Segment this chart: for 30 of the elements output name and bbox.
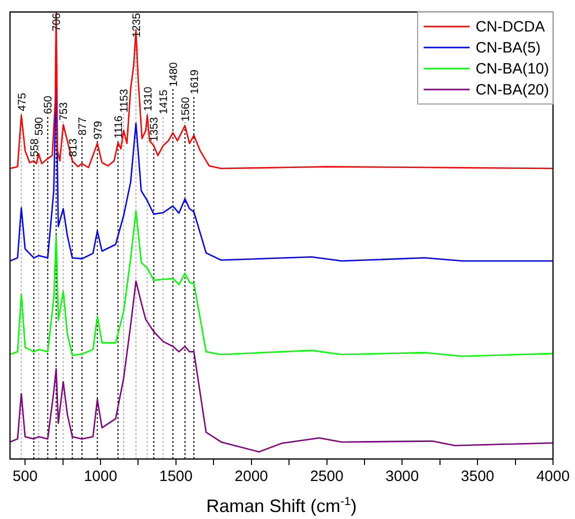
legend-label: CN-DCDA (476, 18, 545, 36)
ref-line-label: 1116 (112, 116, 125, 139)
x-tick-label: 3000 (385, 468, 419, 486)
x-tick-label: 3500 (460, 468, 494, 486)
ref-line-label: 1619 (188, 70, 201, 94)
legend-label: CN-BA(20) (476, 82, 550, 99)
ref-line-label: 813 (67, 138, 80, 157)
ref-line-label: 753 (58, 102, 70, 121)
x-tick-label: 2000 (234, 468, 268, 486)
ref-line-label: 1415 (158, 90, 170, 114)
x-tick-label: 1500 (159, 468, 193, 486)
ref-line-label: 590 (34, 117, 46, 136)
ref-line-label: 1560 (180, 97, 192, 122)
ref-line-label: 475 (16, 92, 28, 112)
x-tick-label: 4000 (536, 468, 570, 486)
x-tick-label: 500 (12, 468, 38, 486)
ref-line-label: 877 (76, 117, 89, 136)
ref-line-label: 979 (92, 121, 104, 140)
ref-line-label: 706 (51, 12, 64, 32)
ref-line-label: 1480 (168, 62, 180, 87)
ref-line-label: 1153 (118, 89, 131, 113)
legend-label: CN-BA(5) (476, 40, 541, 57)
ref-line-label: 1310 (142, 86, 154, 112)
x-tick-label: 1000 (84, 468, 118, 486)
ref-line-label: 558 (28, 138, 41, 157)
ref-line-label: 1353 (148, 117, 161, 142)
legend-label: CN-BA(10) (476, 60, 550, 78)
x-tick-label: 2500 (310, 468, 344, 486)
ref-line-label: 650 (42, 96, 55, 114)
ref-line-label: 1235 (130, 12, 143, 38)
